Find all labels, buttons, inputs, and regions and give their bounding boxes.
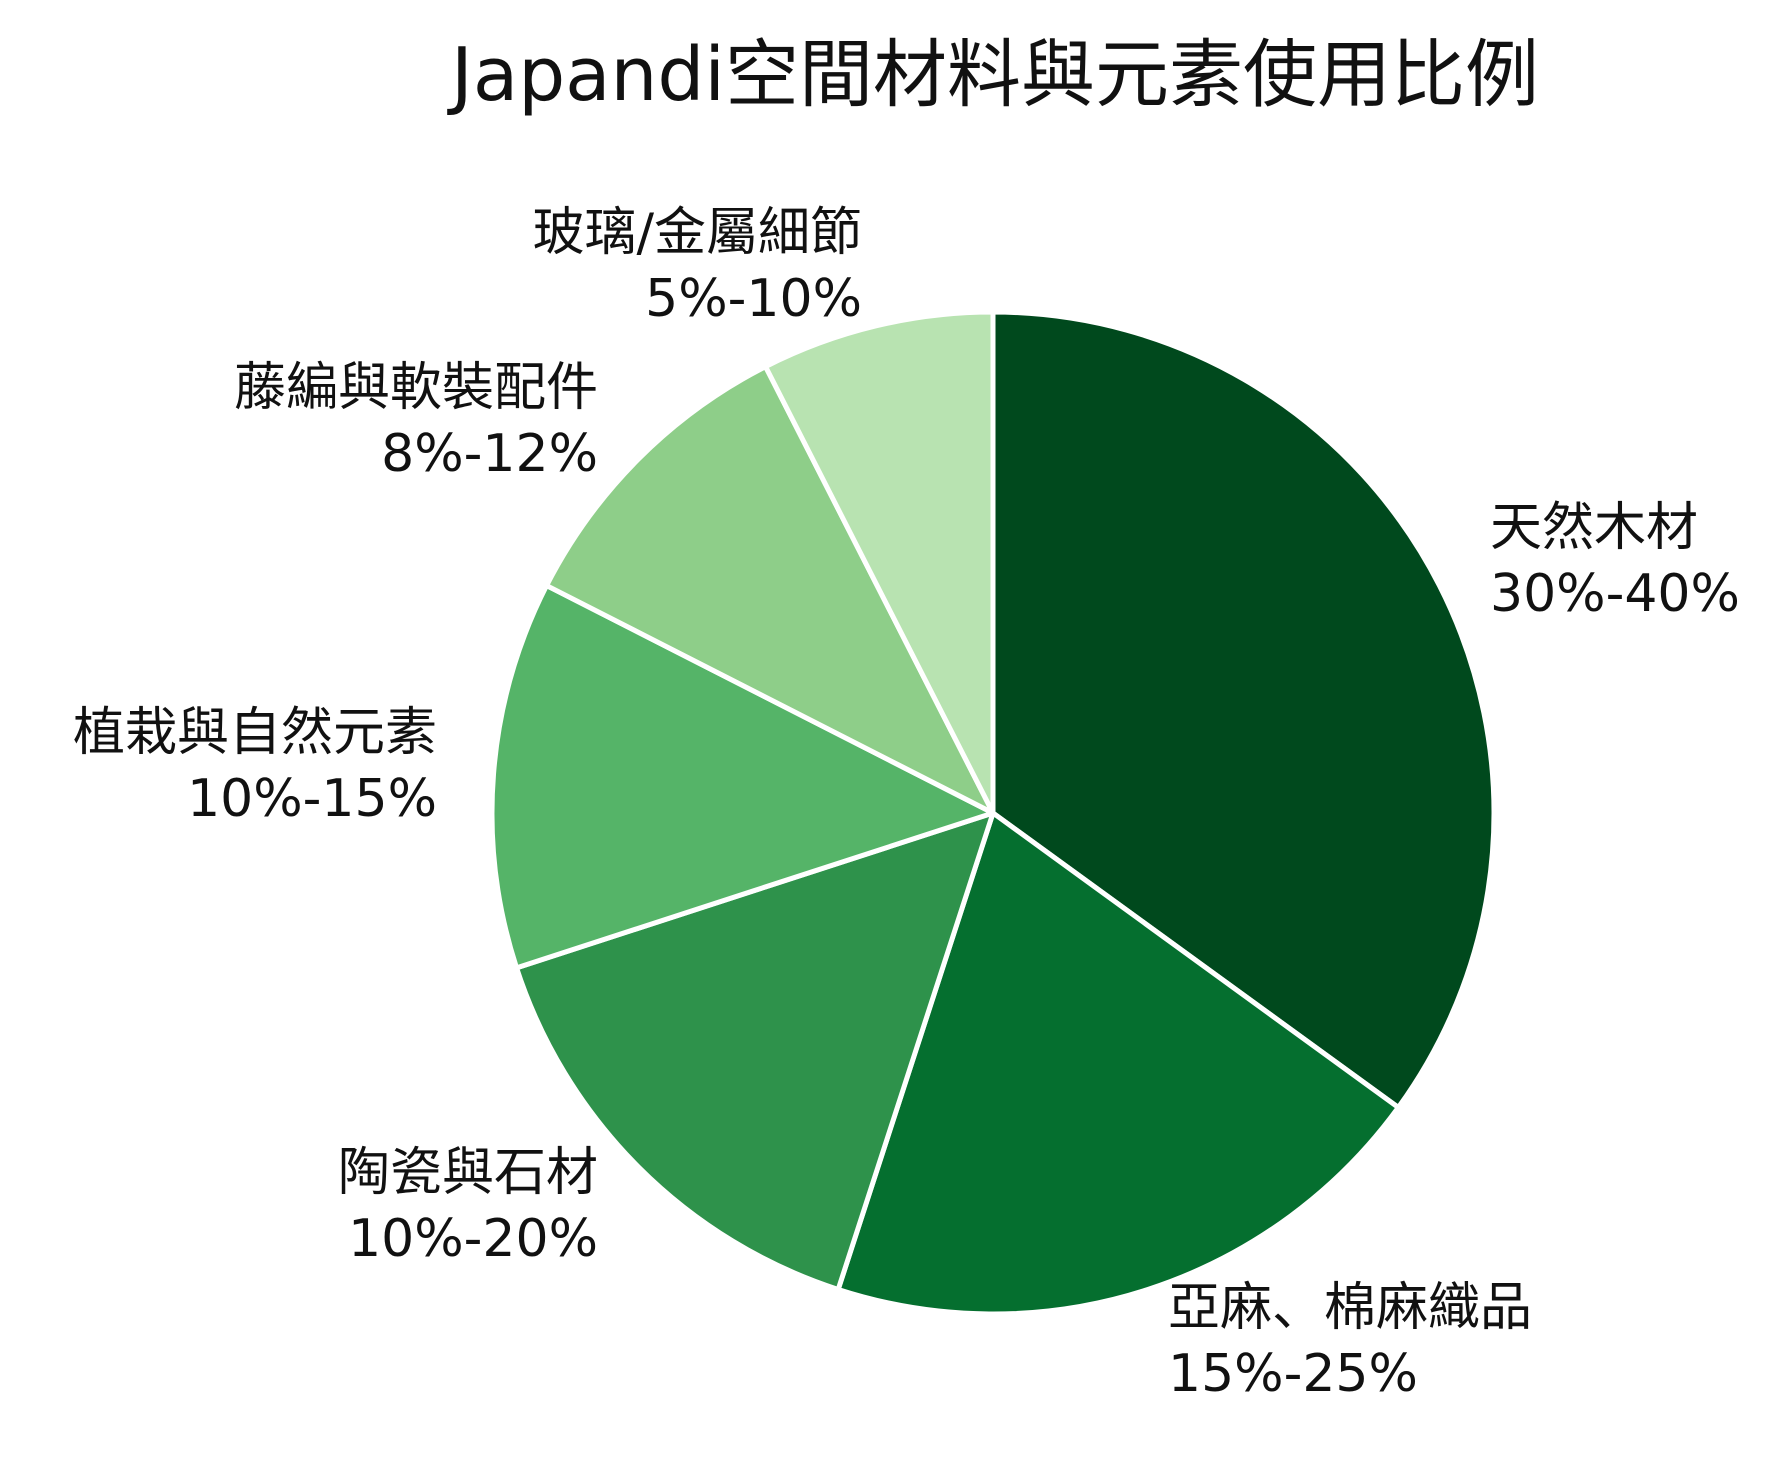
slice-range-label: 15%-25% — [1168, 1344, 1418, 1404]
slice-name-label: 植栽與自然元素 — [73, 703, 437, 763]
chart-title: Japandi空間材料與元素使用比例 — [447, 32, 1539, 118]
slice-range-label: 5%-10% — [645, 269, 862, 329]
slice-name-label: 陶瓷與石材 — [338, 1143, 598, 1203]
slice-name-label: 玻璃/金屬細節 — [532, 203, 862, 263]
slice-name-label: 亞麻、棉麻織品 — [1168, 1278, 1532, 1338]
slice-name-label: 天然木材 — [1490, 498, 1698, 558]
pie-slice — [835, 810, 1401, 1317]
slice-name-label: 藤編與軟裝配件 — [234, 358, 598, 418]
slice-range-label: 30%-40% — [1490, 564, 1740, 624]
pie-slice — [763, 309, 996, 816]
pie-slice — [544, 364, 996, 816]
slice-range-label: 8%-12% — [381, 424, 598, 484]
pie-slice — [489, 583, 996, 971]
pie-slice — [514, 810, 996, 1292]
pie-slices — [489, 309, 1497, 1317]
slice-range-label: 10%-15% — [187, 769, 437, 829]
slice-range-label: 10%-20% — [348, 1209, 598, 1269]
pie-slice — [990, 309, 1497, 1110]
